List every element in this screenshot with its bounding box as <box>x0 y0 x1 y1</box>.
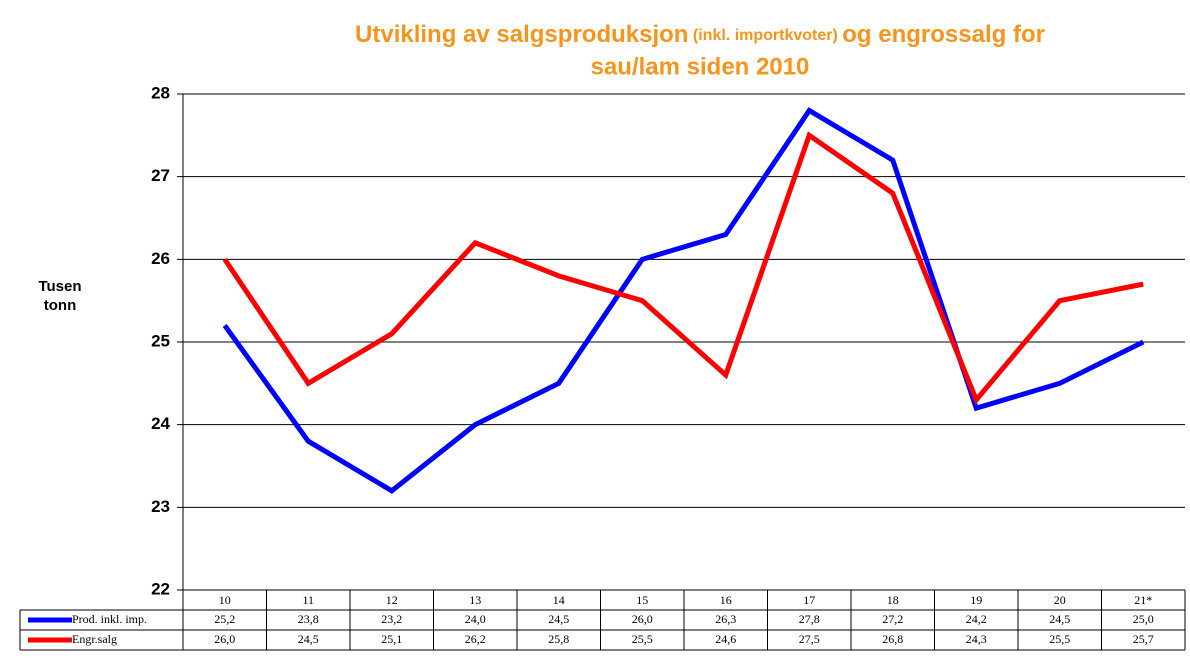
table-value: 25,7 <box>1133 632 1154 646</box>
table-value: 25,0 <box>1133 612 1154 626</box>
table-value: 27,5 <box>799 632 820 646</box>
y-tick-label: 23 <box>151 497 170 516</box>
title-part: og engrossalg for <box>842 21 1045 48</box>
x-tick-label: 16 <box>720 593 732 607</box>
table-value: 24,5 <box>548 612 569 626</box>
table-value: 24,2 <box>966 612 987 626</box>
table-value: 27,2 <box>882 612 903 626</box>
table-value: 25,2 <box>214 612 235 626</box>
table-value: 23,8 <box>298 612 319 626</box>
y-tick-label: 28 <box>151 83 170 102</box>
chart-title: sau/lam siden 2010 <box>591 53 810 80</box>
table-value: 25,5 <box>632 632 653 646</box>
table-value: 24,6 <box>715 632 736 646</box>
y-axis-label: Tusen <box>38 278 81 295</box>
y-tick-label: 24 <box>151 414 170 433</box>
title-part: Utvikling av salgsproduksjon <box>355 21 688 48</box>
table-value: 24,3 <box>966 632 987 646</box>
table-value: 26,8 <box>882 632 903 646</box>
x-tick-label: 10 <box>219 593 231 607</box>
y-axis-label: tonn <box>44 297 76 314</box>
x-tick-label: 17 <box>803 593 815 607</box>
table-value: 26,3 <box>715 612 736 626</box>
table-value: 25,8 <box>548 632 569 646</box>
series-line <box>222 107 1145 494</box>
legend-label: Engr.salg <box>72 632 117 646</box>
table-value: 25,5 <box>1049 632 1070 646</box>
table-value: 25,1 <box>381 632 402 646</box>
table-value: 24,0 <box>465 612 486 626</box>
x-tick-label: 12 <box>386 593 398 607</box>
y-tick-label: 27 <box>151 166 170 185</box>
table-value: 27,8 <box>799 612 820 626</box>
x-tick-label: 14 <box>553 593 565 607</box>
table-value: 26,2 <box>465 632 486 646</box>
x-tick-label: 11 <box>302 593 314 607</box>
legend-label: Prod. inkl. imp. <box>72 612 147 626</box>
table-value: 26,0 <box>632 612 653 626</box>
x-tick-label: 13 <box>469 593 481 607</box>
table-value: 24,5 <box>298 632 319 646</box>
x-tick-label: 20 <box>1054 593 1066 607</box>
table-value: 24,5 <box>1049 612 1070 626</box>
y-tick-label: 25 <box>151 331 170 350</box>
y-tick-label: 26 <box>151 249 170 268</box>
x-tick-label: 15 <box>636 593 648 607</box>
table-value: 23,2 <box>381 612 402 626</box>
x-tick-label: 18 <box>887 593 899 607</box>
x-tick-label: 21* <box>1134 593 1152 607</box>
y-tick-label: 22 <box>151 579 170 598</box>
title-part: (inkl. importkvoter) <box>693 27 838 44</box>
chart-title: Utvikling av salgsproduksjon (inkl. impo… <box>355 21 1045 48</box>
table-value: 26,0 <box>214 632 235 646</box>
x-tick-label: 19 <box>970 593 982 607</box>
series-line <box>222 131 1144 405</box>
